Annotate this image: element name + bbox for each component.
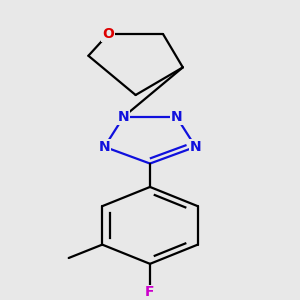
Text: N: N (171, 110, 182, 124)
Text: F: F (145, 285, 155, 299)
Text: N: N (118, 110, 129, 124)
Text: N: N (190, 140, 201, 154)
Text: O: O (102, 27, 114, 41)
Text: N: N (99, 140, 110, 154)
